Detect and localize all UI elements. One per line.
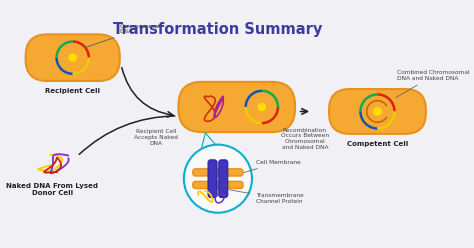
FancyBboxPatch shape — [208, 160, 217, 197]
FancyBboxPatch shape — [193, 181, 243, 188]
FancyBboxPatch shape — [193, 169, 243, 176]
Text: Recipient Cell: Recipient Cell — [45, 88, 100, 94]
Text: Naked DNA From Lysed
Donor Cell: Naked DNA From Lysed Donor Cell — [6, 183, 98, 196]
Text: Competent Cell: Competent Cell — [347, 141, 408, 147]
FancyBboxPatch shape — [179, 82, 295, 132]
Circle shape — [374, 108, 381, 115]
Text: Chromosomal
DNA: Chromosomal DNA — [84, 24, 160, 48]
Text: Recombination
Occurs Between
Chromosomal
and Naked DNA: Recombination Occurs Between Chromosomal… — [281, 127, 329, 150]
Text: Transformation Summary: Transformation Summary — [113, 22, 323, 37]
Text: Combined Chromosomal
DNA and Naked DNA: Combined Chromosomal DNA and Naked DNA — [396, 70, 470, 97]
FancyBboxPatch shape — [329, 89, 426, 134]
Circle shape — [69, 54, 76, 61]
Circle shape — [184, 145, 252, 213]
Text: Recipient Cell
Accepts Naked
DNA: Recipient Cell Accepts Naked DNA — [134, 129, 178, 146]
Text: Cell Membrane: Cell Membrane — [244, 160, 301, 173]
Circle shape — [258, 103, 265, 111]
Text: Transmembrane
Channel Protein: Transmembrane Channel Protein — [229, 190, 303, 204]
FancyBboxPatch shape — [26, 34, 120, 81]
FancyBboxPatch shape — [219, 160, 228, 197]
